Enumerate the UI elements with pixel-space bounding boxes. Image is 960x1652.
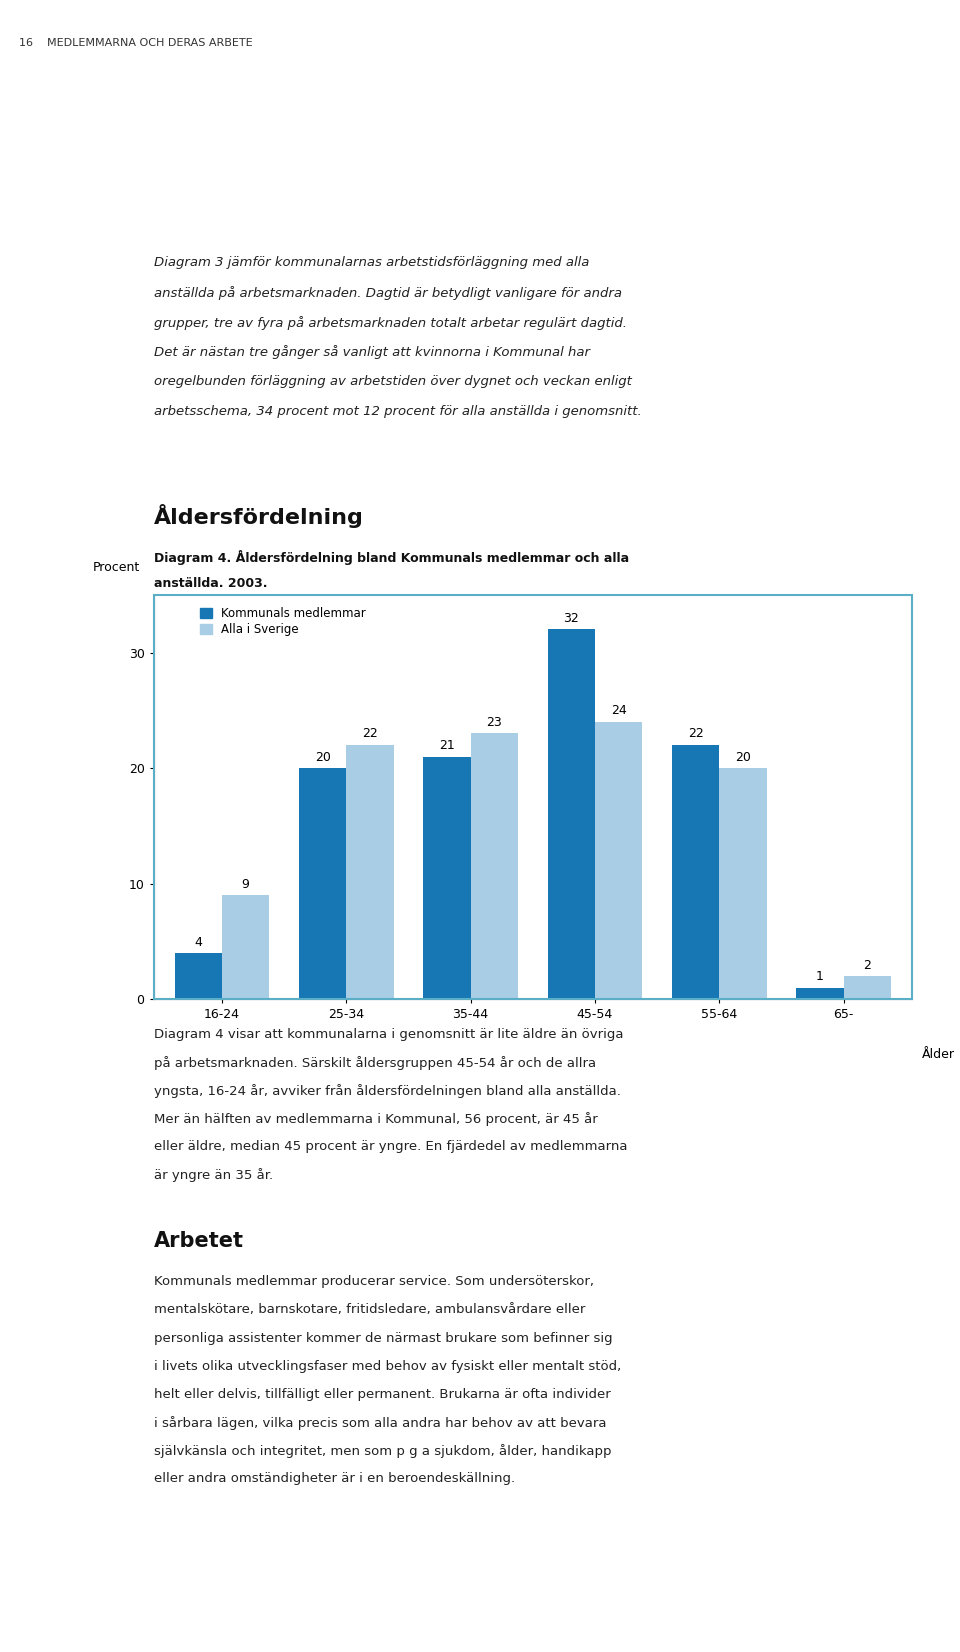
Text: 32: 32 bbox=[564, 611, 579, 624]
Text: 16    MEDLEMMARNA OCH DERAS ARBETE: 16 MEDLEMMARNA OCH DERAS ARBETE bbox=[19, 38, 252, 48]
Bar bbox=[423, 757, 470, 999]
Text: 22: 22 bbox=[362, 727, 378, 740]
Bar bbox=[300, 768, 347, 999]
Bar bbox=[797, 988, 844, 999]
Text: 23: 23 bbox=[487, 715, 502, 729]
Text: självkänsla och integritet, men som p g a sjukdom, ålder, handikapp: självkänsla och integritet, men som p g … bbox=[154, 1444, 612, 1457]
Bar bbox=[844, 976, 891, 999]
Text: personliga assistenter kommer de närmast brukare som befinner sig: personliga assistenter kommer de närmast… bbox=[154, 1332, 612, 1345]
Text: helt eller delvis, tillfälligt eller permanent. Brukarna är ofta individer: helt eller delvis, tillfälligt eller per… bbox=[154, 1388, 611, 1401]
Text: eller andra omständigheter är i en beroendeskällning.: eller andra omständigheter är i en beroe… bbox=[154, 1472, 515, 1485]
Text: mentalskötare, barnskotare, fritidsledare, ambulansvårdare eller: mentalskötare, barnskotare, fritidsledar… bbox=[154, 1303, 585, 1317]
Text: grupper, tre av fyra på arbetsmarknaden totalt arbetar regulärt dagtid.: grupper, tre av fyra på arbetsmarknaden … bbox=[154, 316, 627, 329]
Bar bbox=[595, 722, 642, 999]
Bar bbox=[470, 733, 517, 999]
Text: 24: 24 bbox=[611, 704, 627, 717]
Bar bbox=[548, 629, 595, 999]
Text: 21: 21 bbox=[439, 738, 455, 752]
Bar bbox=[719, 768, 766, 999]
Text: är yngre än 35 år.: är yngre än 35 år. bbox=[154, 1168, 273, 1181]
Text: anställda på arbetsmarknaden. Dagtid är betydligt vanligare för andra: anställda på arbetsmarknaden. Dagtid är … bbox=[154, 286, 622, 299]
Text: oregelbunden förläggning av arbetstiden över dygnet och veckan enligt: oregelbunden förläggning av arbetstiden … bbox=[154, 375, 632, 388]
Text: eller äldre, median 45 procent är yngre. En fjärdedel av medlemmarna: eller äldre, median 45 procent är yngre.… bbox=[154, 1140, 627, 1153]
Bar bbox=[672, 745, 719, 999]
Text: Arbetet: Arbetet bbox=[154, 1231, 244, 1251]
Text: 22: 22 bbox=[687, 727, 704, 740]
Text: Diagram 4. Åldersfördelning bland Kommunals medlemmar och alla: Diagram 4. Åldersfördelning bland Kommun… bbox=[154, 550, 629, 565]
Text: yngsta, 16-24 år, avviker från åldersfördelningen bland alla anställda.: yngsta, 16-24 år, avviker från åldersför… bbox=[154, 1084, 620, 1097]
Bar bbox=[347, 745, 394, 999]
Text: 4: 4 bbox=[195, 935, 203, 948]
Text: 9: 9 bbox=[242, 877, 250, 890]
Text: Kommunals medlemmar producerar service. Som undersöterskor,: Kommunals medlemmar producerar service. … bbox=[154, 1275, 593, 1289]
Legend: Kommunals medlemmar, Alla i Sverige: Kommunals medlemmar, Alla i Sverige bbox=[198, 605, 368, 638]
Text: 20: 20 bbox=[735, 750, 751, 763]
Text: i livets olika utvecklingsfaser med behov av fysiskt eller mentalt stöd,: i livets olika utvecklingsfaser med beho… bbox=[154, 1360, 621, 1373]
Text: Diagram 3 jämför kommunalarnas arbetstidsförläggning med alla: Diagram 3 jämför kommunalarnas arbetstid… bbox=[154, 256, 589, 269]
Text: 20: 20 bbox=[315, 750, 330, 763]
Text: på arbetsmarknaden. Särskilt åldersgruppen 45-54 år och de allra: på arbetsmarknaden. Särskilt åldersgrupp… bbox=[154, 1056, 596, 1069]
Text: Diagram 4 visar att kommunalarna i genomsnitt är lite äldre än övriga: Diagram 4 visar att kommunalarna i genom… bbox=[154, 1028, 623, 1041]
Text: Åldersfördelning: Åldersfördelning bbox=[154, 504, 364, 529]
Text: 1: 1 bbox=[816, 970, 824, 983]
Bar bbox=[175, 953, 222, 999]
Text: arbetsschema, 34 procent mot 12 procent för alla anställda i genomsnitt.: arbetsschema, 34 procent mot 12 procent … bbox=[154, 405, 641, 418]
Text: Procent: Procent bbox=[93, 562, 140, 575]
Bar bbox=[222, 895, 269, 999]
Text: anställda. 2003.: anställda. 2003. bbox=[154, 577, 267, 590]
Text: Det är nästan tre gånger så vanligt att kvinnorna i Kommunal har: Det är nästan tre gånger så vanligt att … bbox=[154, 345, 589, 358]
Text: Mer än hälften av medlemmarna i Kommunal, 56 procent, är 45 år: Mer än hälften av medlemmarna i Kommunal… bbox=[154, 1112, 597, 1125]
Text: 2: 2 bbox=[863, 958, 871, 971]
Text: Ålder: Ålder bbox=[922, 1047, 955, 1061]
Text: i sårbara lägen, vilka precis som alla andra har behov av att bevara: i sårbara lägen, vilka precis som alla a… bbox=[154, 1416, 606, 1429]
